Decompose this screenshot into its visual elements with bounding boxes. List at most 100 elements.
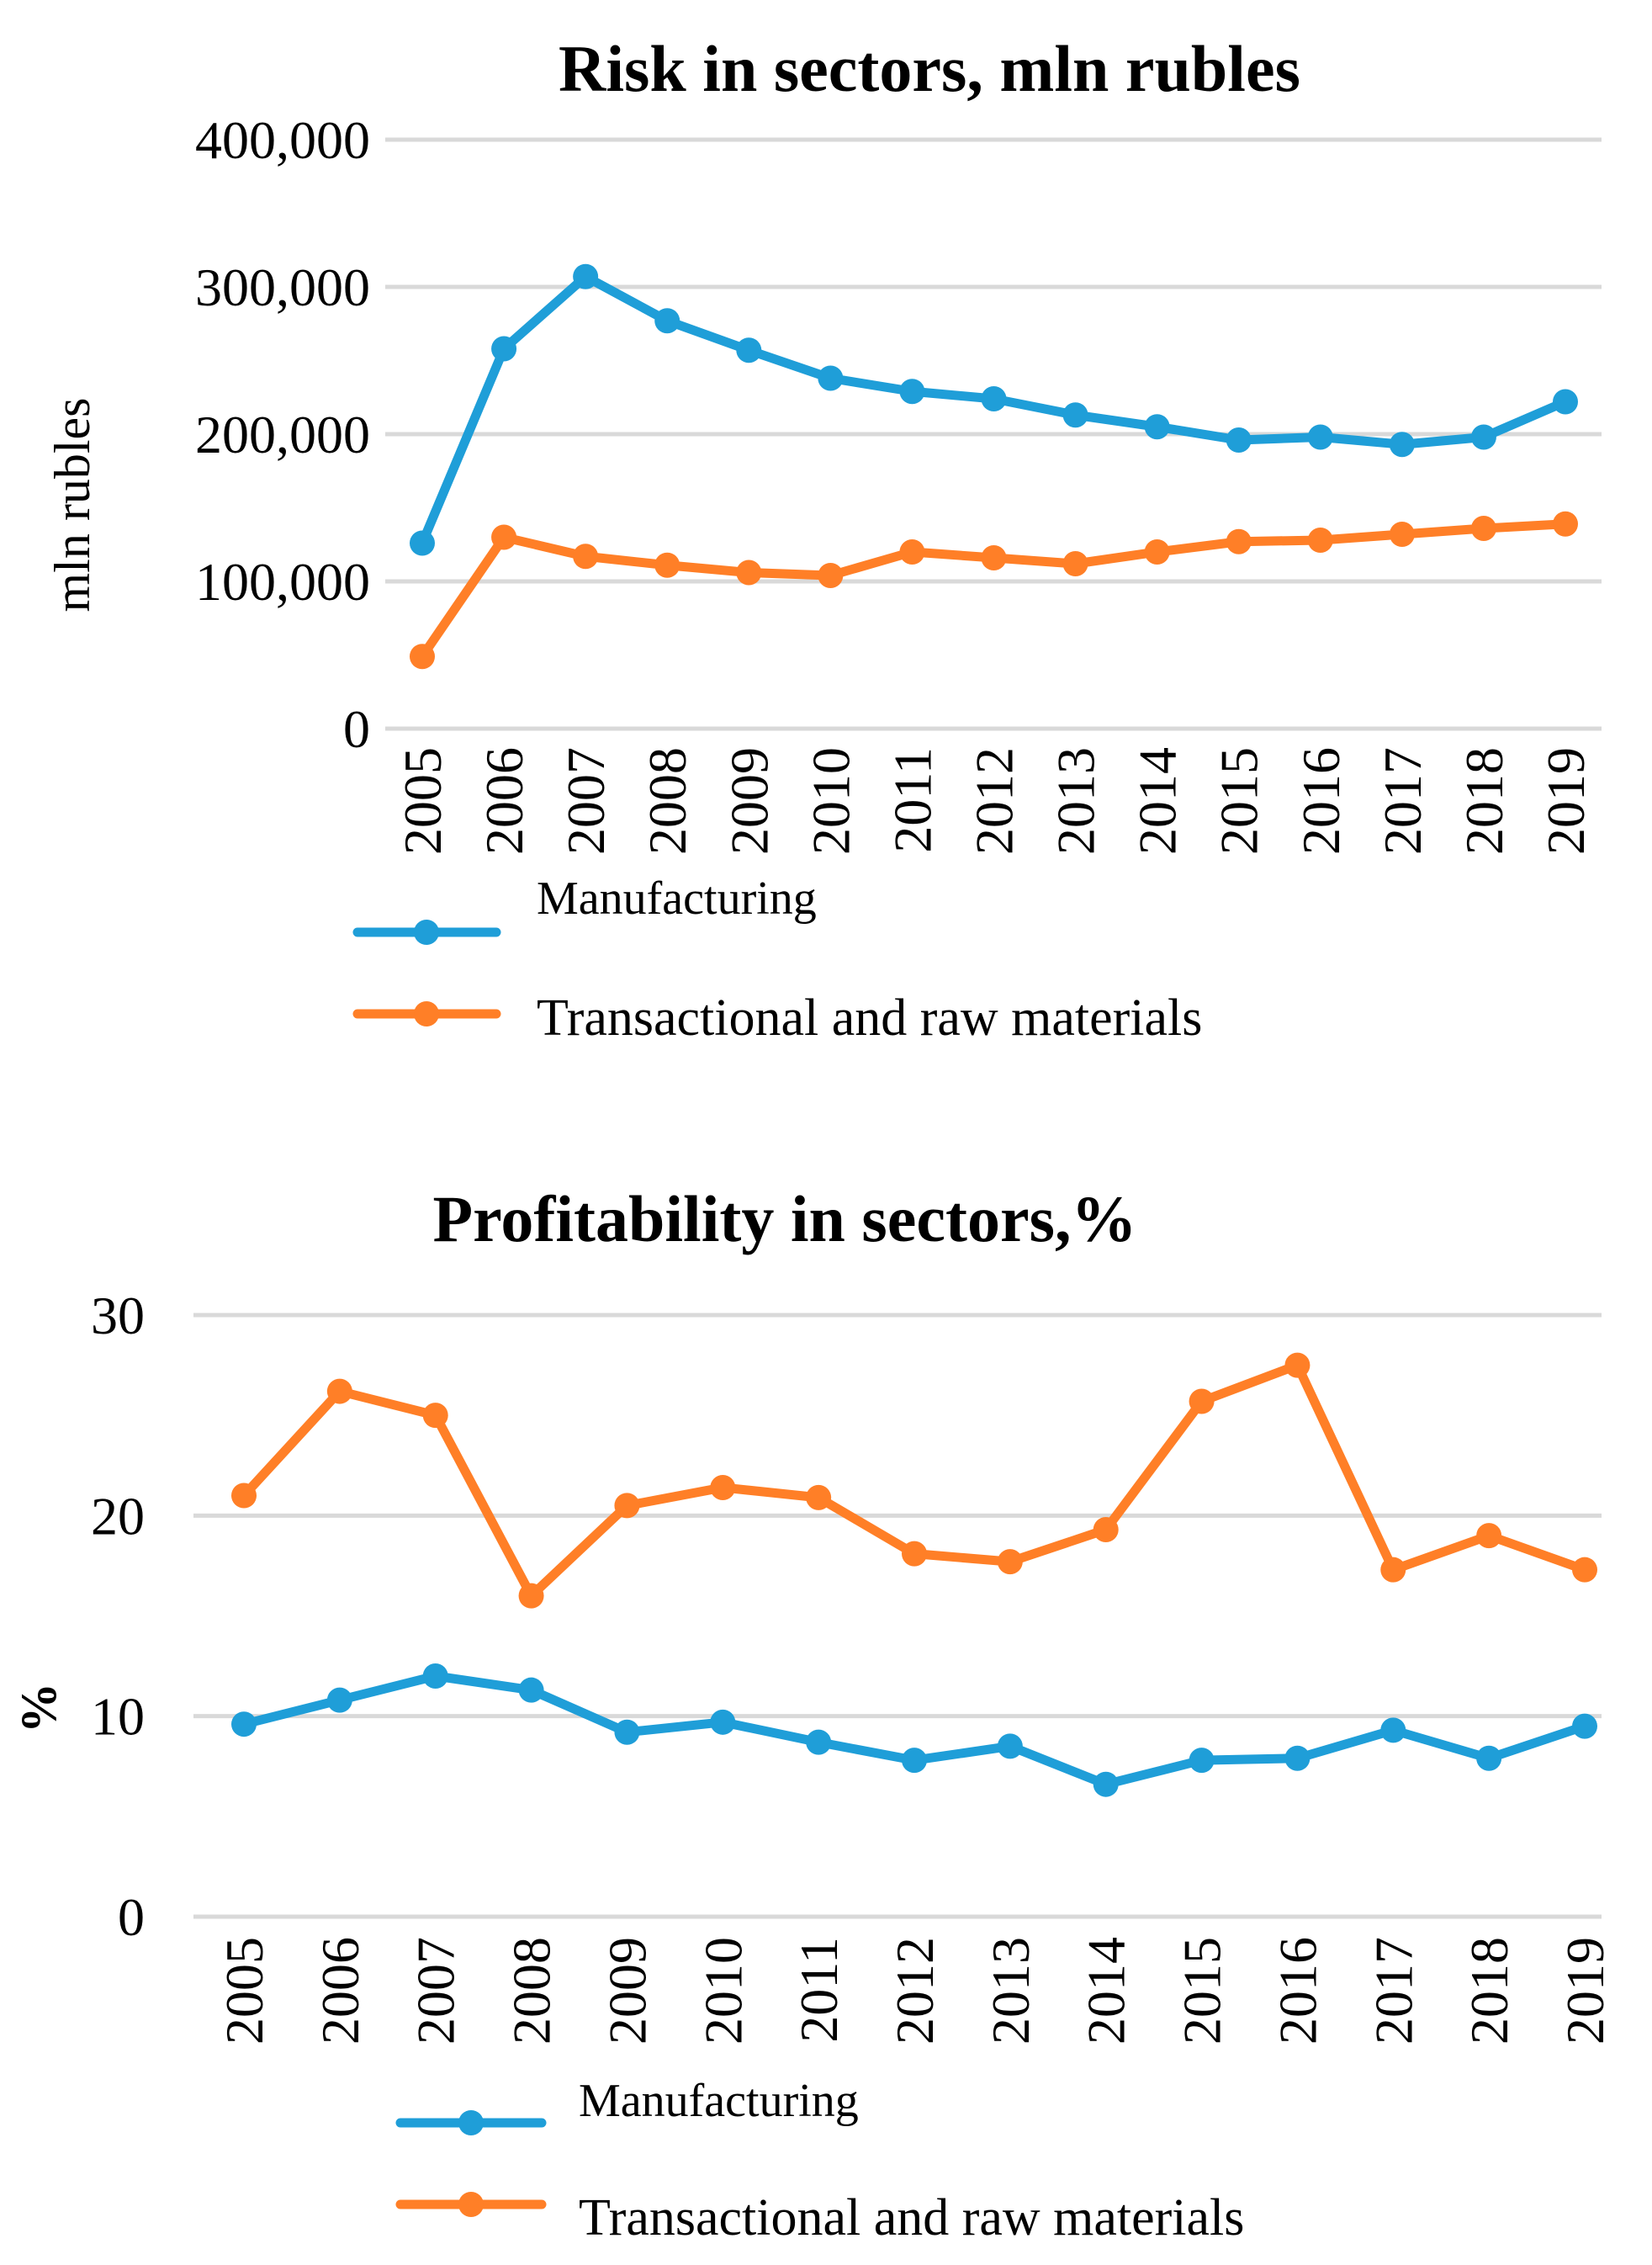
x-tick-label: 2009 xyxy=(597,1937,657,2045)
y-tick-label: 20 xyxy=(91,1486,145,1546)
data-point[interactable] xyxy=(899,379,925,405)
data-point[interactable] xyxy=(654,552,680,578)
legend-marker-transactional xyxy=(458,2192,484,2217)
x-tick-label: 2005 xyxy=(393,747,453,855)
legend-entry-manufacturing[interactable]: Manufacturing xyxy=(352,873,817,945)
x-tick-label: 2016 xyxy=(1291,747,1351,855)
data-point[interactable] xyxy=(410,530,435,556)
data-point[interactable] xyxy=(818,365,844,391)
data-point[interactable] xyxy=(806,1484,832,1510)
data-point[interactable] xyxy=(573,544,599,570)
data-point[interactable] xyxy=(710,1709,736,1735)
chart-title: Profitability in sectors,% xyxy=(433,1182,1137,1255)
data-point[interactable] xyxy=(1389,432,1415,458)
data-point[interactable] xyxy=(1380,1717,1406,1743)
data-point[interactable] xyxy=(491,524,517,550)
data-point[interactable] xyxy=(997,1549,1023,1575)
data-point[interactable] xyxy=(1553,511,1578,537)
data-point[interactable] xyxy=(614,1493,640,1519)
y-tick-label: 100,000 xyxy=(195,552,370,612)
y-tick-label: 300,000 xyxy=(195,257,370,317)
data-point[interactable] xyxy=(710,1474,736,1500)
data-point[interactable] xyxy=(1144,414,1170,440)
legend-label-manufacturing: Manufacturing xyxy=(537,873,817,925)
data-point[interactable] xyxy=(1062,402,1088,428)
series-manufacturing xyxy=(231,1663,1597,1797)
data-point[interactable] xyxy=(1226,528,1252,554)
data-point[interactable] xyxy=(1389,522,1415,547)
data-point[interactable] xyxy=(1226,427,1252,453)
x-tick-label: 2015 xyxy=(1173,1937,1232,2045)
data-point[interactable] xyxy=(326,1378,352,1404)
data-point[interactable] xyxy=(736,560,762,586)
x-tick-label: 2019 xyxy=(1536,747,1596,855)
data-point[interactable] xyxy=(1470,424,1496,450)
data-point[interactable] xyxy=(1144,539,1170,565)
data-point[interactable] xyxy=(410,644,435,670)
data-point[interactable] xyxy=(422,1663,448,1689)
series-manufacturing xyxy=(410,263,1578,556)
data-point[interactable] xyxy=(1553,389,1578,415)
data-point[interactable] xyxy=(1062,551,1088,576)
x-tick-label: 2014 xyxy=(1077,1937,1136,2045)
series-lines xyxy=(410,263,1578,670)
data-point[interactable] xyxy=(231,1711,257,1737)
data-point[interactable] xyxy=(902,1748,927,1774)
data-point[interactable] xyxy=(1476,1523,1502,1549)
data-point[interactable] xyxy=(899,539,925,565)
data-point[interactable] xyxy=(1093,1517,1119,1543)
data-point[interactable] xyxy=(806,1729,832,1755)
legend: Manufacturing Transactional and raw mate… xyxy=(395,2075,1244,2246)
data-point[interactable] xyxy=(736,337,762,363)
data-point[interactable] xyxy=(231,1483,257,1509)
x-tick-label: 2010 xyxy=(693,1937,753,2045)
data-point[interactable] xyxy=(518,1677,544,1703)
data-point[interactable] xyxy=(1189,1748,1215,1774)
data-point[interactable] xyxy=(1476,1745,1502,1771)
series-transactional xyxy=(231,1352,1597,1609)
y-axis-ticks: 0 10 20 30 xyxy=(91,1286,145,1947)
legend-entry-manufacturing[interactable]: Manufacturing xyxy=(395,2075,859,2135)
data-point[interactable] xyxy=(981,545,1007,570)
data-point[interactable] xyxy=(1470,516,1496,541)
legend-entry-transactional[interactable]: Transactional and raw materials xyxy=(352,989,1202,1047)
data-point[interactable] xyxy=(997,1733,1023,1759)
x-tick-label: 2018 xyxy=(1454,747,1514,855)
legend-label-transactional: Transactional and raw materials xyxy=(537,989,1202,1047)
legend-marker-transactional xyxy=(414,1001,439,1026)
x-tick-label: 2010 xyxy=(801,747,860,855)
x-tick-label: 2006 xyxy=(474,747,534,855)
data-point[interactable] xyxy=(818,563,844,588)
data-point[interactable] xyxy=(1380,1557,1406,1583)
data-point[interactable] xyxy=(981,386,1007,411)
data-point[interactable] xyxy=(654,308,680,334)
data-point[interactable] xyxy=(573,263,599,289)
series-lines xyxy=(231,1352,1597,1797)
x-tick-label: 2011 xyxy=(882,747,942,853)
legend-marker-manufacturing xyxy=(458,2110,484,2135)
y-tick-label: 0 xyxy=(343,699,370,759)
profitability-chart: Profitability in sectors,% % 0 10 20 30 200… xyxy=(11,1182,1615,2246)
data-point[interactable] xyxy=(1572,1713,1597,1739)
data-point[interactable] xyxy=(1093,1771,1119,1797)
x-tick-label: 2013 xyxy=(981,1937,1040,2045)
data-point[interactable] xyxy=(1307,528,1333,553)
y-tick-label: 400,000 xyxy=(195,110,370,170)
data-point[interactable] xyxy=(1572,1557,1597,1583)
data-point[interactable] xyxy=(422,1403,448,1429)
data-point[interactable] xyxy=(326,1687,352,1713)
legend-entry-transactional[interactable]: Transactional and raw materials xyxy=(395,2189,1244,2246)
data-point[interactable] xyxy=(518,1583,544,1609)
data-point[interactable] xyxy=(614,1719,640,1745)
data-point[interactable] xyxy=(902,1541,927,1567)
data-point[interactable] xyxy=(491,336,517,362)
data-point[interactable] xyxy=(1307,424,1333,450)
data-point[interactable] xyxy=(1189,1388,1215,1414)
x-axis-ticks: 2005 2006 2007 2008 2009 2010 2011 2012 2013 2014… xyxy=(393,747,1596,855)
x-tick-label: 2016 xyxy=(1268,1937,1327,2045)
legend-label-manufacturing: Manufacturing xyxy=(579,2075,859,2127)
data-point[interactable] xyxy=(1284,1745,1310,1771)
y-tick-label: 30 xyxy=(91,1286,145,1345)
data-point[interactable] xyxy=(1284,1352,1310,1378)
